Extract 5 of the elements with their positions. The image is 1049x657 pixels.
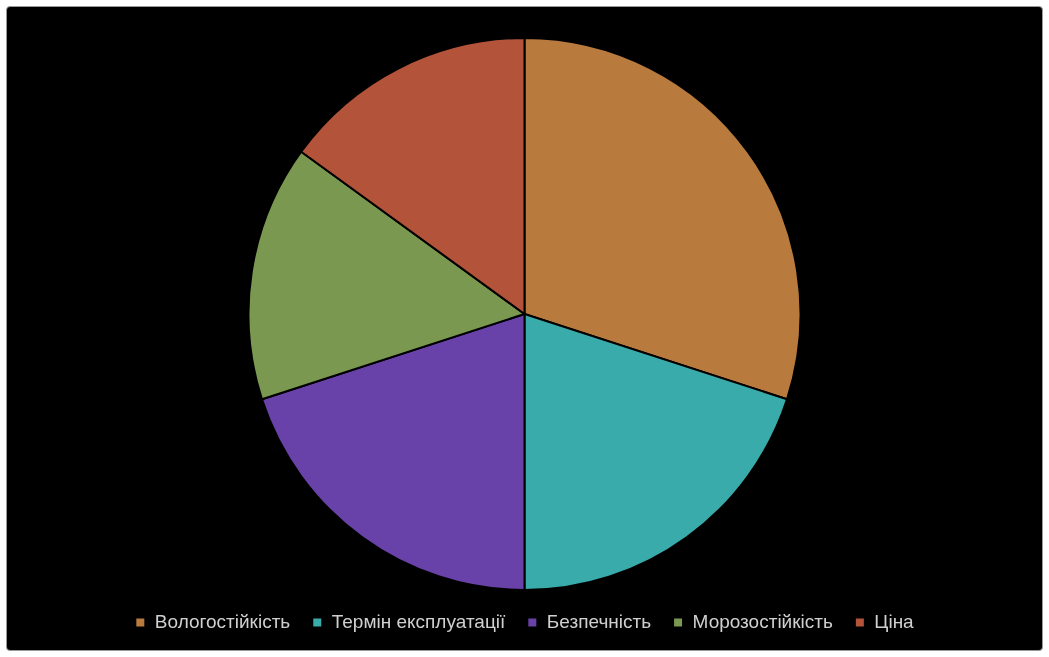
legend-label: Термін експлуатації <box>331 610 507 632</box>
legend-label: Морозостійкість <box>692 610 833 632</box>
legend-label: Ціна <box>874 610 915 632</box>
legend-label: Вологостійкість <box>154 610 291 632</box>
legend-label: Безпечність <box>546 610 652 632</box>
